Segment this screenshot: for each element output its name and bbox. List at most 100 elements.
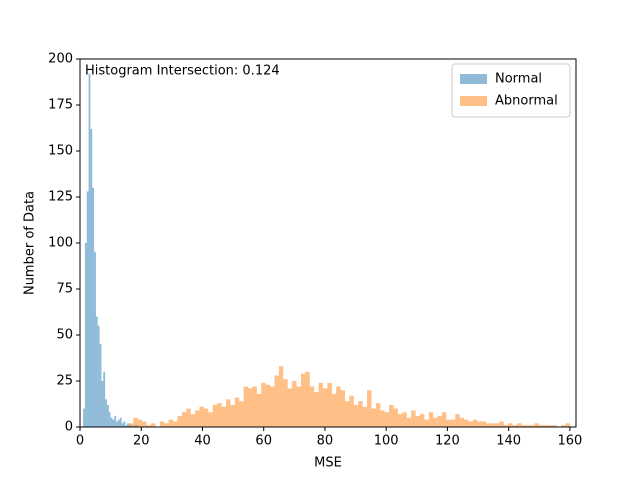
histogram-bar	[239, 401, 244, 427]
histogram-bar	[116, 421, 118, 427]
histogram-bar	[318, 382, 323, 427]
legend-label: Abnormal	[495, 94, 558, 109]
histogram-bar	[261, 382, 266, 427]
y-tick-label: 200	[48, 52, 73, 67]
legend-swatch	[460, 74, 487, 84]
histogram-bar	[173, 421, 178, 427]
histogram-bar	[393, 408, 398, 427]
histogram-bar	[384, 412, 390, 427]
histogram-bar	[367, 390, 372, 427]
histogram-bar	[464, 419, 469, 427]
legend-swatch	[460, 96, 487, 106]
histogram-bar	[402, 412, 407, 427]
histogram-bar	[525, 425, 531, 427]
histogram-bar	[95, 316, 98, 427]
histogram-bar	[133, 417, 138, 427]
histogram-bar	[305, 371, 310, 427]
histogram-bar	[415, 415, 420, 427]
histogram-bar	[114, 415, 117, 427]
histogram-bar	[362, 406, 368, 427]
histogram-bar	[314, 392, 319, 427]
x-tick-label: 20	[133, 434, 150, 449]
histogram-bar	[406, 417, 412, 427]
x-tick-label: 60	[255, 434, 272, 449]
histogram-bar	[125, 425, 128, 427]
histogram-bar	[508, 423, 513, 427]
histogram-bar	[195, 410, 200, 427]
histogram-bar	[446, 419, 451, 427]
x-tick-label: 80	[317, 434, 334, 449]
histogram-bar	[530, 425, 535, 427]
histogram-bar	[177, 415, 182, 427]
histogram-bar	[101, 381, 104, 427]
histogram-bar	[561, 425, 566, 427]
histogram-bar	[340, 390, 346, 427]
histogram-bar	[123, 421, 126, 427]
histogram-bar	[459, 417, 465, 427]
histogram-bar	[103, 371, 106, 427]
histogram-bar	[151, 423, 156, 427]
histogram-bar	[353, 404, 359, 427]
y-axis-label: Number of Data	[23, 191, 38, 295]
annotation: Histogram Intersection: 0.124	[85, 64, 280, 79]
histogram-bar	[256, 393, 262, 427]
histogram-bar	[248, 388, 253, 427]
histogram-bar	[112, 419, 115, 427]
histogram-bar	[534, 423, 540, 427]
histogram-bar	[309, 386, 315, 427]
histogram-bar	[274, 375, 279, 427]
histogram-bar	[411, 410, 416, 427]
histogram-bar	[88, 73, 91, 427]
histogram-bar	[146, 425, 152, 427]
histogram-bar	[486, 423, 491, 427]
histogram-bar	[159, 421, 165, 427]
histogram-bar	[503, 425, 509, 427]
histogram-bar	[349, 395, 354, 427]
histogram-bar	[168, 419, 174, 427]
histogram-bar	[243, 386, 249, 427]
histogram-bar	[468, 421, 473, 427]
histogram-bar	[164, 423, 169, 427]
histogram-bar	[97, 325, 100, 427]
histogram-bar	[225, 399, 231, 427]
histogram-bar	[336, 386, 341, 427]
x-tick-label: 120	[435, 434, 460, 449]
histogram-bar	[221, 406, 226, 427]
histogram-bar	[278, 366, 284, 427]
histogram-bar	[86, 191, 89, 427]
histogram-bar	[345, 401, 350, 427]
histogram-bar	[287, 388, 293, 427]
histogram-bar	[283, 379, 288, 427]
histogram-bar	[433, 417, 438, 427]
x-tick-label: 100	[374, 434, 399, 449]
histogram-bar	[127, 423, 129, 427]
x-tick-label: 40	[194, 434, 211, 449]
histogram-bar	[106, 404, 109, 427]
histogram-bar	[142, 421, 147, 427]
histogram-bar	[90, 128, 93, 428]
histogram-bar	[292, 381, 297, 427]
histogram-bar	[234, 397, 240, 427]
histogram-bar	[92, 187, 95, 427]
histogram-bar	[217, 403, 222, 427]
histogram-bar	[84, 243, 87, 427]
histogram-bar	[371, 408, 376, 427]
histogram-bar	[397, 414, 403, 427]
histogram-bar	[117, 419, 120, 427]
histogram-bar	[494, 423, 500, 427]
histogram-bar	[108, 412, 111, 427]
histogram-bar	[265, 384, 271, 427]
histogram-bar	[230, 404, 235, 427]
histogram-bar	[437, 415, 443, 427]
histogram-bar	[203, 408, 209, 427]
histogram-bar	[375, 403, 381, 427]
histogram-bar	[521, 425, 526, 427]
histogram-bar	[181, 412, 187, 427]
histogram-bar	[208, 412, 213, 427]
histogram-bar	[565, 423, 570, 427]
histogram-bar	[99, 344, 102, 427]
histogram-bar	[83, 408, 85, 427]
histogram-bar	[252, 386, 257, 427]
histogram-bar	[94, 252, 96, 427]
